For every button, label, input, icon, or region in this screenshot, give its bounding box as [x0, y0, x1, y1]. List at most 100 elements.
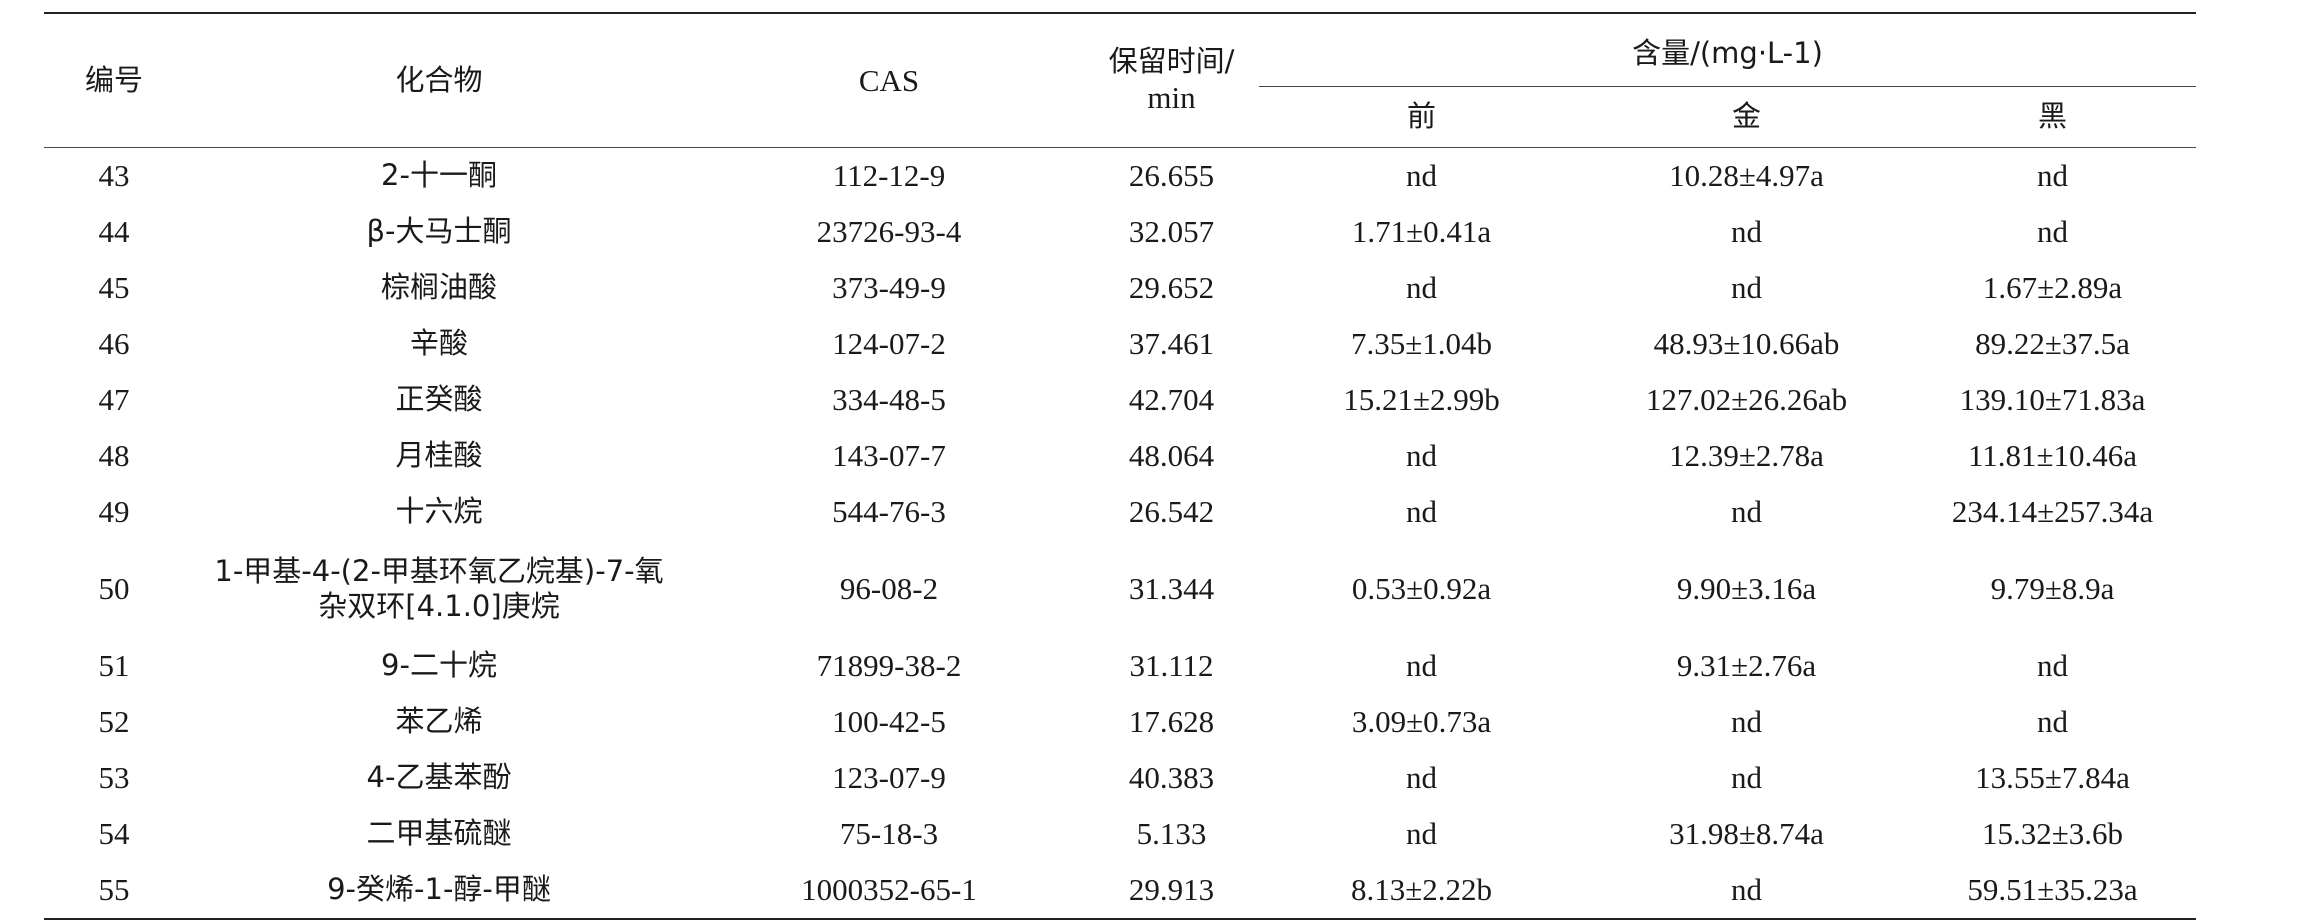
- cell-content-qian: 7.35±1.04b: [1350, 326, 1492, 362]
- cell-compound: 2-十一酮: [381, 158, 497, 193]
- cell-retention-time: 5.133: [1136, 816, 1207, 852]
- cell-cas: 100-42-5: [832, 704, 946, 740]
- cell-content-qian: 8.13±2.22b: [1259, 862, 1584, 920]
- cell-content-jin: 12.39±2.78a: [1669, 438, 1824, 474]
- cell-no: 43: [98, 158, 130, 194]
- cell-cas: 544-76-3: [832, 494, 946, 530]
- cell-content-jin: 10.28±4.97a: [1669, 158, 1824, 194]
- cell-no: 49: [98, 494, 130, 530]
- cell-content-hei: 1.67±2.89a: [1982, 270, 2123, 306]
- cell-content-hei: nd: [2037, 158, 2068, 194]
- cell-retention-time: 42.704: [1128, 382, 1215, 418]
- cell-content-qian: nd: [1406, 270, 1437, 306]
- cell-content-qian: nd: [1406, 816, 1437, 852]
- table-row: 52 苯乙烯 100-42-5 17.628 3.09±0.73a nd nd: [44, 694, 2196, 750]
- cell-retention-time: 26.542: [1128, 494, 1215, 530]
- header-compound: 化合物: [184, 12, 694, 148]
- header-sub-hei: 黑: [1909, 86, 2197, 148]
- cell-content-hei: 139.10±71.83a: [1959, 382, 2146, 418]
- cell-content-jin: 9.90±3.16a: [1676, 571, 1817, 607]
- cell-cas: 143-07-7: [832, 438, 946, 474]
- cell-content-hei: 15.32±3.6b: [1982, 816, 2124, 852]
- cell-retention-time: 40.383: [1128, 760, 1215, 796]
- cell-content-qian: 1.71±0.41a: [1351, 214, 1492, 250]
- cell-content-jin: 127.02±26.26ab: [1645, 382, 1848, 418]
- cell-compound: 棕榈油酸: [380, 270, 497, 305]
- cell-no: 55: [44, 862, 184, 920]
- cell-compound: 1-甲基-4-(2-甲基环氧乙烷基)-7-氧杂双环[4.1.0]庚烷: [214, 553, 664, 623]
- header-retention-time-line1: 保留时间/: [1108, 44, 1235, 78]
- cell-compound: 二甲基硫醚: [366, 816, 512, 851]
- header-content: 含量/(mg·L-1): [1259, 12, 2197, 87]
- cell-no: 47: [98, 382, 130, 418]
- cell-cas: 71899-38-2: [816, 648, 962, 684]
- cell-cas: 1000352-65-1: [694, 862, 1084, 920]
- table-row: 53 4-乙基苯酚 123-07-9 40.383 nd nd 13.55±7.84a: [44, 750, 2196, 806]
- cell-content-qian: 15.21±2.99b: [1343, 382, 1500, 418]
- header-no: 编号: [44, 12, 184, 148]
- cell-content-qian: 3.09±0.73a: [1351, 704, 1492, 740]
- header-sub-qian: 前: [1259, 86, 1584, 148]
- header-row-top: 编号 化合物 CAS 保留时间/ min 含量/(mg·L-1): [44, 12, 2197, 148]
- cell-cas: 373-49-9: [832, 270, 946, 306]
- cell-content-hei: 234.14±257.34a: [1951, 494, 2154, 530]
- cell-cas: 334-48-5: [832, 382, 946, 418]
- cell-retention-time: 31.112: [1129, 648, 1214, 684]
- table-row: 48 月桂酸 143-07-7 48.064 nd 12.39±2.78a 11.81±10…: [44, 428, 2196, 484]
- cell-content-jin: nd: [1731, 494, 1762, 530]
- table-row: 55 9-癸烯-1-醇-甲醚 1000352-65-1 29.913 8.13±2.22…: [44, 862, 2197, 920]
- cell-cas: 112-12-9: [832, 158, 946, 194]
- table-row: 54 二甲基硫醚 75-18-3 5.133 nd 31.98±8.74a 15.32±3.…: [44, 806, 2196, 862]
- table-row: 49 十六烷 544-76-3 26.542 nd nd 234.14±257.34a: [44, 484, 2196, 540]
- cell-content-jin: nd: [1731, 760, 1762, 796]
- cell-content-jin: nd: [1584, 862, 1909, 920]
- cell-compound: β-大马士酮: [366, 214, 512, 249]
- header-cas: CAS: [694, 12, 1084, 148]
- cell-cas: 96-08-2: [839, 571, 939, 607]
- cell-content-qian: nd: [1406, 158, 1437, 194]
- header-retention-time-line2: min: [1147, 80, 1196, 116]
- table-header: 编号 化合物 CAS 保留时间/ min 含量/(mg·L-1) 前 金 黑: [44, 12, 2197, 148]
- cell-content-jin: nd: [1731, 270, 1762, 306]
- cell-cas: 23726-93-4: [816, 214, 962, 250]
- cell-compound: 9-癸烯-1-醇-甲醚: [184, 862, 694, 920]
- cell-compound: 月桂酸: [395, 438, 483, 473]
- table-row: 44 β-大马士酮 23726-93-4 32.057 1.71±0.41a nd nd: [44, 204, 2196, 260]
- table-row: 51 9-二十烷 71899-38-2 31.112 nd 9.31±2.76a nd: [44, 638, 2196, 694]
- cell-content-qian: nd: [1406, 438, 1437, 474]
- cell-content-hei: 13.55±7.84a: [1975, 760, 2130, 796]
- cell-content-hei: 89.22±37.5a: [1975, 326, 2130, 362]
- cell-no: 45: [98, 270, 130, 306]
- table-body: 43 2-十一酮 112-12-9 26.655 nd 10.28±4.97a nd 44 β-…: [44, 148, 2197, 920]
- cell-no: 48: [98, 438, 130, 474]
- header-sub-jin: 金: [1584, 86, 1909, 148]
- table-row: 43 2-十一酮 112-12-9 26.655 nd 10.28±4.97a nd: [44, 148, 2196, 205]
- cell-no: 51: [98, 648, 130, 684]
- compound-table: 编号 化合物 CAS 保留时间/ min 含量/(mg·L-1) 前 金 黑 4…: [44, 12, 2197, 920]
- header-retention-time: 保留时间/ min: [1084, 12, 1259, 148]
- cell-no: 53: [98, 760, 130, 796]
- cell-cas: 124-07-2: [832, 326, 946, 362]
- cell-retention-time: 29.913: [1084, 862, 1259, 920]
- cell-content-hei: 9.79±8.9a: [1990, 571, 2115, 607]
- table-row: 50 1-甲基-4-(2-甲基环氧乙烷基)-7-氧杂双环[4.1.0]庚烷 96-0…: [44, 540, 2196, 638]
- cell-content-hei: 11.81±10.46a: [1967, 438, 2138, 474]
- cell-retention-time: 17.628: [1128, 704, 1215, 740]
- cell-content-jin: 48.93±10.66ab: [1653, 326, 1840, 362]
- cell-content-hei: nd: [2037, 214, 2068, 250]
- cell-compound: 4-乙基苯酚: [366, 760, 512, 795]
- cell-cas: 123-07-9: [832, 760, 946, 796]
- cell-retention-time: 29.652: [1128, 270, 1215, 306]
- cell-retention-time: 37.461: [1128, 326, 1215, 362]
- cell-retention-time: 31.344: [1128, 571, 1215, 607]
- cell-content-jin: 9.31±2.76a: [1676, 648, 1817, 684]
- header-row-sub: 前 金 黑: [44, 86, 2197, 148]
- table-row: 45 棕榈油酸 373-49-9 29.652 nd nd 1.67±2.89a: [44, 260, 2196, 316]
- cell-content-hei: nd: [2037, 704, 2068, 740]
- cell-no: 50: [98, 571, 130, 607]
- cell-compound: 苯乙烯: [395, 704, 483, 739]
- cell-compound: 十六烷: [395, 494, 483, 529]
- cell-content-hei: 59.51±35.23a: [1909, 862, 2197, 920]
- cell-content-jin: nd: [1731, 214, 1762, 250]
- table-row: 47 正癸酸 334-48-5 42.704 15.21±2.99b 127.02±26.…: [44, 372, 2196, 428]
